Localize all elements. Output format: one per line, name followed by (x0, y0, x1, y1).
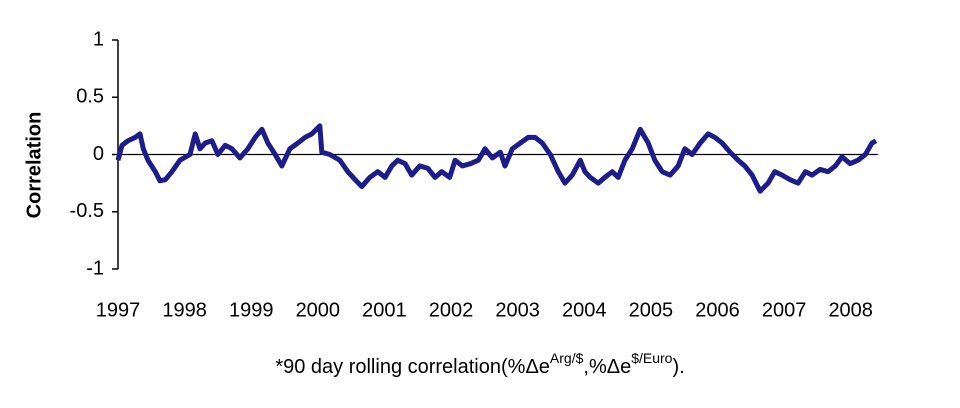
caption-superscript: Arg/$ (550, 350, 584, 366)
x-tick-label: 2007 (762, 299, 807, 321)
caption: *90 day rolling correlation(%ΔeArg/$,%Δe… (275, 350, 684, 379)
x-tick-label: 1998 (162, 299, 207, 321)
y-tick-label: 0 (93, 143, 104, 165)
y-tick-label: 1 (93, 28, 104, 50)
x-tick-label: 2006 (695, 299, 740, 321)
x-tick-label: 2003 (495, 299, 540, 321)
caption-text: ). (672, 356, 684, 378)
x-tick-label: 1997 (96, 299, 141, 321)
x-tick-label: 1999 (229, 299, 274, 321)
caption-superscript: $/Euro (631, 350, 672, 366)
x-tick-label: 2005 (629, 299, 674, 321)
x-tick-label: 2008 (828, 299, 873, 321)
y-axis-label: Correlation (23, 112, 45, 219)
x-tick-label: 2000 (296, 299, 341, 321)
caption-text: *90 day rolling correlation(%Δe (275, 356, 550, 378)
x-tick-label: 2001 (362, 299, 407, 321)
caption-text: ,%Δe (583, 356, 631, 378)
x-tick-label: 2004 (562, 299, 607, 321)
y-tick-label: -1 (86, 257, 104, 279)
x-tick-label: 2002 (429, 299, 474, 321)
y-tick-label: 0.5 (76, 86, 104, 108)
data-line (115, 123, 878, 194)
y-tick-label: -0.5 (70, 200, 104, 222)
